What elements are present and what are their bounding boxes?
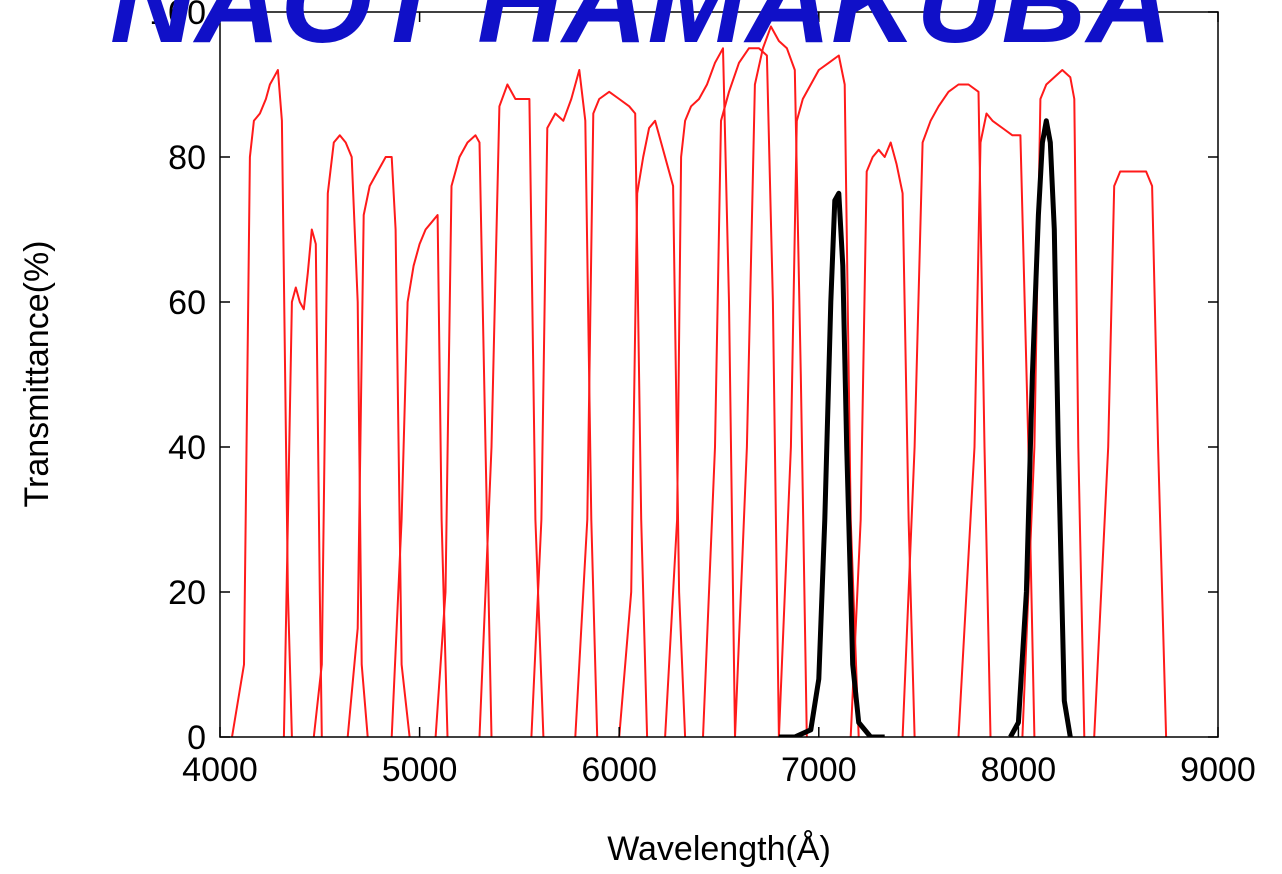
plot-frame — [219, 11, 1219, 738]
y-tick-label: 100 — [149, 0, 206, 32]
filter-curve-5 — [434, 134, 493, 737]
x-axis-label: Wavelength(Å) — [607, 830, 831, 868]
filter-curve-6 — [478, 83, 545, 737]
banner-title: NAOT HAMAKUBA — [110, 0, 1172, 68]
filter-curve-18 — [1093, 170, 1168, 737]
x-tick-label: 7000 — [781, 751, 857, 789]
x-tick-label: 4000 — [182, 751, 258, 789]
y-axis-label: Transmittance(%) — [18, 240, 56, 507]
filter-curve-11 — [702, 47, 780, 737]
filter-curve-15 — [901, 83, 992, 737]
y-tick-label: 20 — [168, 574, 206, 612]
x-tick-label: 9000 — [1180, 751, 1256, 789]
filter-curve-4 — [390, 214, 449, 737]
filter-curve-9 — [618, 119, 687, 737]
filter-curve-3 — [346, 156, 411, 737]
filter-curve-13 — [777, 54, 860, 737]
filter-curve-12 — [734, 25, 808, 737]
y-tick-label: 80 — [168, 139, 206, 177]
y-tick-label: 60 — [168, 284, 206, 322]
filter-curve-16 — [957, 112, 1036, 737]
filter-curve-10 — [664, 47, 736, 737]
filter-curve-7 — [530, 69, 599, 737]
y-tick-label: 40 — [168, 429, 206, 467]
y-tick-label: 0 — [187, 719, 206, 757]
x-tick-label: 5000 — [382, 751, 458, 789]
filter-curve-8 — [574, 90, 649, 737]
highlight-curve-20 — [1008, 118, 1073, 737]
filter-curve-0 — [231, 69, 293, 737]
filter-curve-14 — [849, 141, 916, 737]
series-layer — [231, 25, 1168, 737]
highlight-curve-19 — [778, 190, 885, 737]
tick-layer: 4000 5000 6000 7000 8000 9000 0 20 40 60 80 100 — [149, 0, 1256, 789]
x-tick-label: 8000 — [981, 751, 1057, 789]
filter-curve-1 — [282, 228, 323, 737]
x-tick-label: 6000 — [581, 751, 657, 789]
